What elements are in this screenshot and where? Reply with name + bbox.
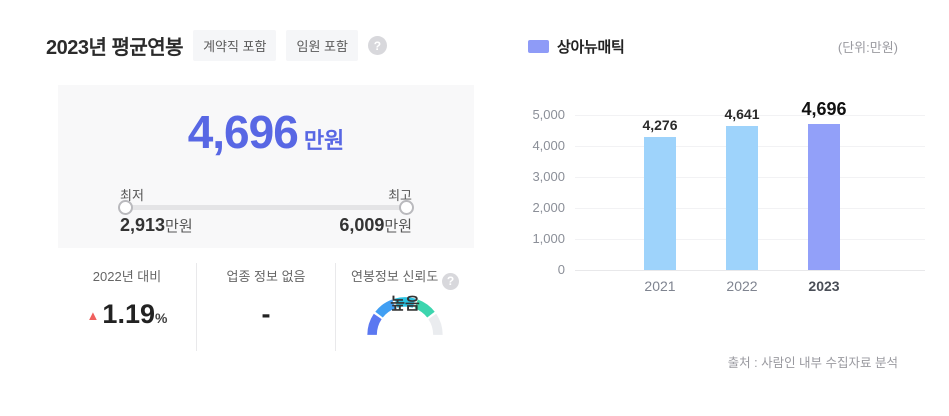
- bar-2021[interactable]: [644, 137, 676, 270]
- salary-range-labels: 최저 최고: [120, 185, 412, 204]
- max-value: 6,009만원: [339, 215, 412, 235]
- gauge-segment-5: [428, 313, 443, 336]
- gridline: [575, 114, 925, 116]
- max-label: 최고: [388, 188, 412, 203]
- x-axis-label-2021: 2021: [644, 278, 676, 294]
- gridline: [575, 269, 925, 271]
- stat-yoy-value: ▲ 1.19%: [86, 299, 168, 329]
- stat-yoy-change: 2022년 대비 ▲ 1.19%: [58, 263, 196, 351]
- y-axis-tick-label: 2,000: [532, 200, 565, 215]
- bar-2023[interactable]: [808, 124, 840, 270]
- average-salary-headline: 4,696 만원: [58, 105, 474, 159]
- legend-label: 상아뉴매틱: [557, 39, 625, 56]
- min-value: 2,913만원: [120, 215, 193, 235]
- x-axis-label-2022: 2022: [726, 278, 758, 294]
- chart-legend-row: 상아뉴매틱 (단위:만원): [528, 36, 898, 57]
- stat-industry: 업종 정보 없음 -: [196, 263, 335, 351]
- tag-executives-included: 임원 포함: [286, 30, 358, 61]
- y-axis-tick-label: 4,000: [532, 138, 565, 153]
- bar-value-label: 4,696: [801, 99, 847, 120]
- bar-chart-plot: 0 1,000 2,000 3,000 4,000 5,000 4,276 2021 4,641…: [532, 99, 925, 294]
- tag-contract-included: 계약직 포함: [193, 30, 277, 61]
- bar-value-label: 4,276: [642, 117, 678, 134]
- average-salary-unit: 만원: [303, 128, 345, 153]
- help-icon[interactable]: ?: [367, 36, 387, 55]
- min-label: 최저: [120, 188, 144, 203]
- legend-swatch: [528, 40, 549, 53]
- salary-range-values: 2,913만원 6,009만원: [120, 215, 412, 236]
- gauge-arc: [367, 297, 443, 336]
- source-note: 출처 : 사람인 내부 수집자료 분석: [727, 356, 898, 370]
- gauge-segment-1: [367, 313, 382, 336]
- reliability-help-icon[interactable]: ?: [441, 272, 459, 290]
- stat-reliability-label: 연봉정보 신뢰도 ?: [336, 266, 474, 290]
- salary-trend-chart-section: 상아뉴매틱 (단위:만원) 0 1,000 2,000 3,000 4,000 5,000…: [510, 0, 930, 416]
- bar-2022[interactable]: [726, 126, 758, 270]
- gauge-label: 높음: [390, 296, 420, 313]
- y-axis-tick-label: 5,000: [532, 107, 565, 122]
- unit-label: (단위:만원): [837, 40, 898, 55]
- x-axis-label-2023: 2023: [808, 278, 840, 294]
- gauge-segment-2: [375, 299, 396, 318]
- stat-reliability: 연봉정보 신뢰도 ? 높음: [335, 263, 474, 351]
- stat-industry-label: 업종 정보 없음: [226, 269, 306, 284]
- slider-handle-max[interactable]: [399, 200, 414, 215]
- y-axis-tick-label: 0: [557, 262, 565, 277]
- gauge-segment-3: [394, 297, 416, 308]
- page-title: 2023년 평균연봉: [46, 37, 184, 59]
- stats-row: 2022년 대비 ▲ 1.19% 업종 정보 없음 - 연봉정보 신뢰도 ?: [58, 263, 474, 351]
- bar-value-label: 4,641: [724, 106, 760, 123]
- y-axis-tick-label: 1,000: [532, 231, 565, 246]
- up-triangle-icon: ▲: [86, 308, 100, 323]
- y-axis-tick-label: 3,000: [532, 169, 565, 184]
- stat-industry-value: -: [261, 299, 271, 329]
- average-salary-card: 4,696 만원 최저 최고 2,913만원 6,009만원: [58, 85, 474, 248]
- gauge-segment-4: [414, 299, 435, 318]
- slider-handle-min[interactable]: [118, 200, 133, 215]
- reliability-gauge: [336, 291, 474, 343]
- salary-range-slider: [118, 200, 414, 215]
- left-header: 2023년 평균연봉 계약직 포함 임원 포함 ?: [46, 30, 387, 61]
- average-salary-value: 4,696: [187, 106, 299, 158]
- stat-yoy-label: 2022년 대비: [92, 269, 162, 284]
